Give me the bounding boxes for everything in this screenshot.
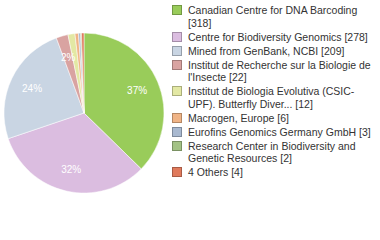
svg-text:2%: 2% xyxy=(61,52,76,63)
svg-text:32%: 32% xyxy=(61,164,81,175)
svg-text:24%: 24% xyxy=(22,83,42,94)
svg-text:37%: 37% xyxy=(127,85,147,96)
html-text:Institut de Biologia Evolutiva: Institut de Biologia Evolutiva (CSIC-UPF… xyxy=(188,85,355,110)
html-text:4 Others [4]: 4 Others [4] xyxy=(188,166,243,178)
html-text:Canadian Centre for DNA Barcod: Canadian Centre for DNA Barcoding [318] xyxy=(188,4,358,29)
html-text:Macrogen, Europe [6]: Macrogen, Europe [6] xyxy=(188,111,289,124)
html-text:Centre for Biodiversity Genomi: Centre for Biodiversity Genomics [278] xyxy=(188,30,368,43)
html-text:Eurofins Genomics Germany GmbH: Eurofins Genomics Germany GmbH [3] xyxy=(188,125,371,138)
html-text:Institut de Recherche sur la B: Institut de Recherche sur la Biologie de… xyxy=(188,58,371,83)
html-text:Mined from GenBank, NCBI [209]: Mined from GenBank, NCBI [209] xyxy=(188,44,345,57)
html-text:Research Center in Biodiversit: Research Center in Biodiversity and Gene… xyxy=(188,139,356,164)
